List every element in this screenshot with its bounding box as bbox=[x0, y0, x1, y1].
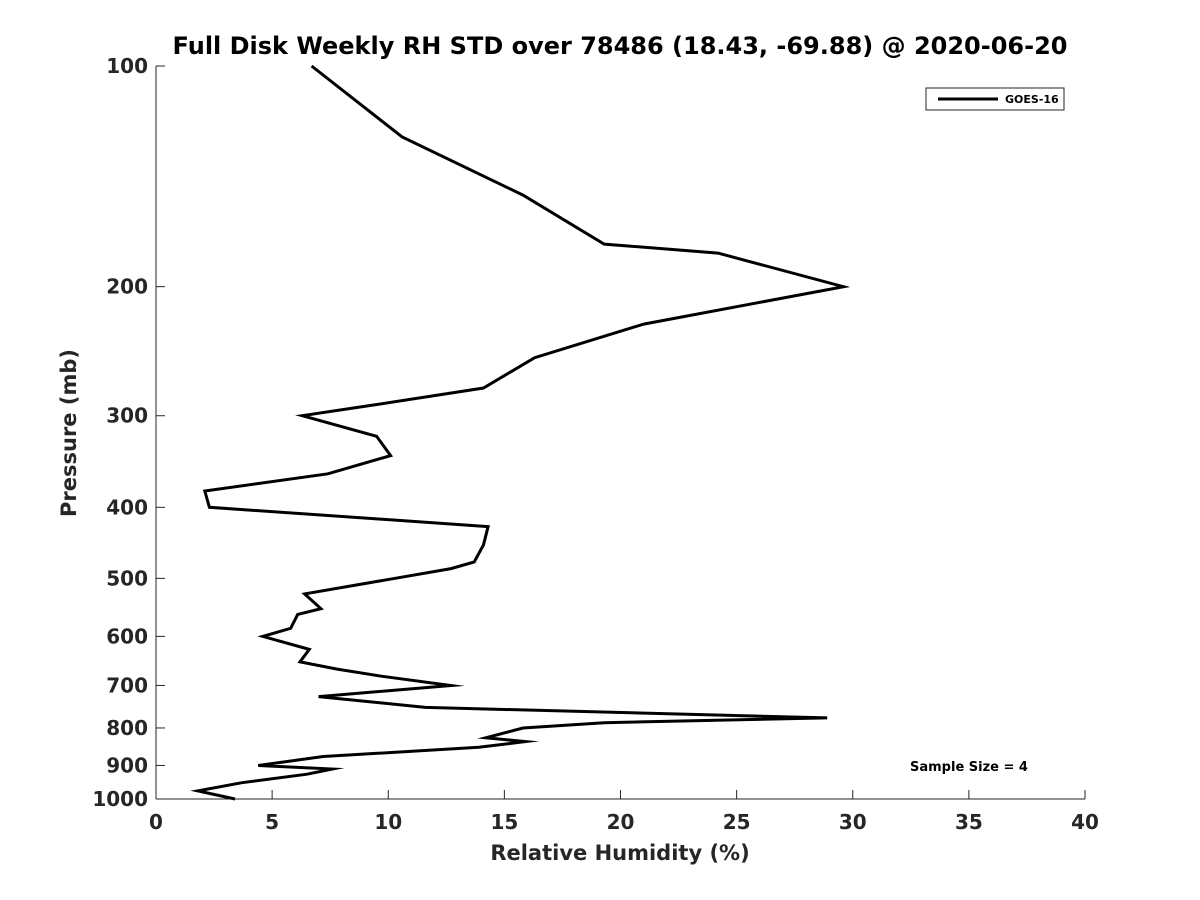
x-tick-label: 15 bbox=[490, 810, 518, 834]
x-tick-label: 5 bbox=[265, 810, 279, 834]
x-axis-ticks: 0 5 10 15 20 25 30 35 40 bbox=[149, 790, 1099, 834]
x-tick-label: 30 bbox=[839, 810, 867, 834]
legend-label-goes-16: GOES-16 bbox=[1005, 93, 1059, 106]
y-tick-label: 400 bbox=[106, 495, 148, 519]
y-tick-label: 900 bbox=[106, 753, 148, 777]
x-tick-label: 40 bbox=[1071, 810, 1099, 834]
legend: GOES-16 bbox=[925, 87, 1065, 111]
sample-size-annotation: Sample Size = 4 bbox=[910, 760, 1028, 775]
x-tick-label: 10 bbox=[374, 810, 402, 834]
series-line-goes-16 bbox=[190, 64, 851, 801]
y-tick-label: 1000 bbox=[92, 787, 148, 811]
chart-title: Full Disk Weekly RH STD over 78486 (18.4… bbox=[173, 32, 1068, 60]
y-axis-ticks: 100 200 300 400 500 600 700 800 900 1000 bbox=[92, 54, 165, 811]
plot-frame bbox=[155, 66, 1085, 800]
y-tick-label: 300 bbox=[106, 404, 148, 428]
y-tick-label: 700 bbox=[106, 673, 148, 697]
y-tick-label: 600 bbox=[106, 624, 148, 648]
y-tick-label: 100 bbox=[106, 54, 148, 78]
x-tick-label: 25 bbox=[723, 810, 751, 834]
y-axis-label: Pressure (mb) bbox=[57, 349, 81, 517]
x-axis-label: Relative Humidity (%) bbox=[490, 841, 749, 865]
y-tick-label: 800 bbox=[106, 716, 148, 740]
y-tick-label: 200 bbox=[106, 275, 148, 299]
x-tick-label: 20 bbox=[607, 810, 635, 834]
x-tick-label: 35 bbox=[955, 810, 983, 834]
series-layer bbox=[190, 64, 851, 801]
y-tick-label: 500 bbox=[106, 566, 148, 590]
x-tick-label: 0 bbox=[149, 810, 163, 834]
